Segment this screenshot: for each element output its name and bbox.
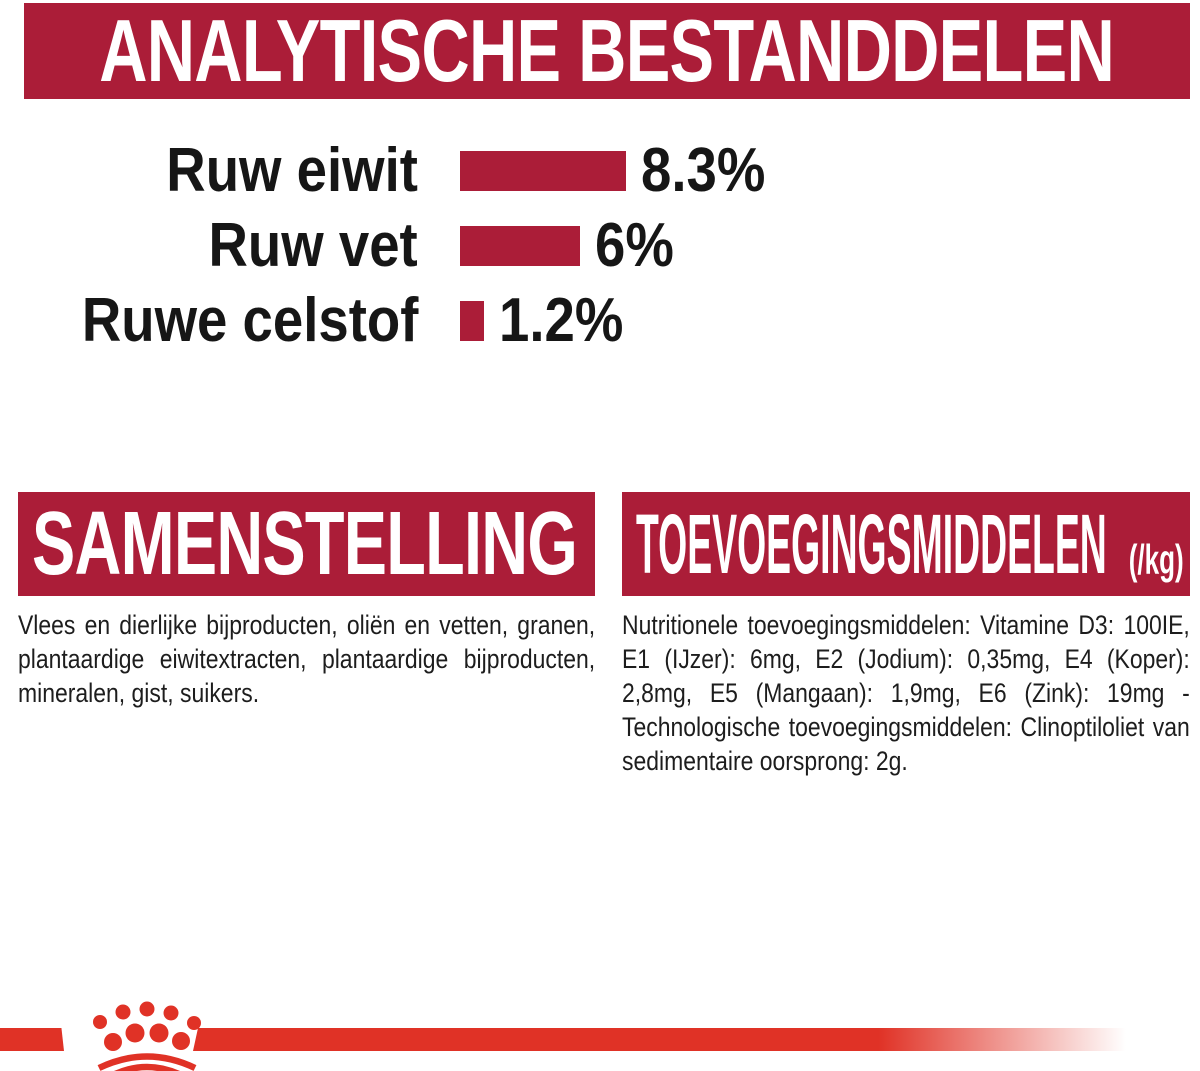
chart-bar-ruwe-celstof — [460, 300, 484, 341]
chart-label-ruw-eiwit: Ruw eiwit — [166, 136, 418, 205]
additives-title: TOEVOEGINGSMIDDELEN — [636, 496, 1107, 591]
chart-label-ruwe-celstof: Ruwe celstof — [81, 286, 418, 355]
brand-stripe-left — [0, 1028, 64, 1051]
composition-section: SAMENSTELLING Vlees en dierlijke bijprod… — [18, 492, 595, 710]
analytical-components-title: ANALYTISCHE BESTANDDELEN — [99, 3, 1116, 99]
additives-title-banner: TOEVOEGINGSMIDDELEN (/kg) — [622, 492, 1190, 596]
brand-stripe-right — [193, 1028, 1145, 1051]
chart-value-ruw-eiwit: 8.3% — [641, 136, 766, 205]
chart-row-ruw-eiwit: Ruw eiwit 8.3% — [0, 133, 1200, 208]
additives-section: TOEVOEGINGSMIDDELEN (/kg) Nutritionele t… — [622, 492, 1190, 778]
chart-value-ruwe-celstof: 1.2% — [499, 286, 624, 355]
chart-bar-ruw-eiwit — [460, 150, 626, 191]
analytical-components-banner: ANALYTISCHE BESTANDDELEN — [24, 3, 1190, 99]
composition-title: SAMENSTELLING — [32, 493, 578, 594]
chart-row-ruwe-celstof: Ruwe celstof 1.2% — [0, 283, 1200, 358]
composition-body-text: Vlees en dierlijke bijproducten, oliën e… — [18, 610, 596, 708]
chart-label-ruw-vet: Ruw vet — [208, 211, 418, 280]
royal-canin-crown-icon — [93, 1001, 201, 1071]
additives-body-text: Nutritionele toevoegingsmiddelen: Vitami… — [622, 610, 1190, 776]
chart-value-ruw-vet: 6% — [595, 211, 674, 280]
chart-row-ruw-vet: Ruw vet 6% — [0, 208, 1200, 283]
additives-unit-suffix: (/kg) — [1129, 536, 1184, 583]
analytical-components-chart: Ruw eiwit 8.3% Ruw vet 6% Ruwe celstof 1… — [0, 133, 1200, 358]
composition-title-banner: SAMENSTELLING — [18, 492, 595, 596]
chart-bar-ruw-vet — [460, 225, 580, 266]
